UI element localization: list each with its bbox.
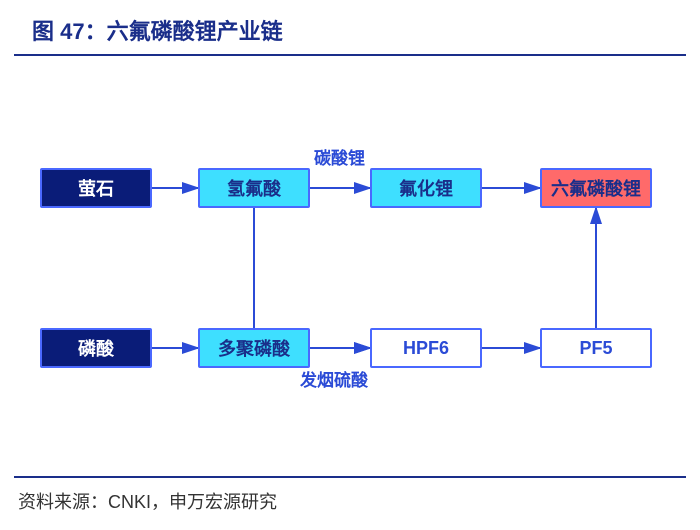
flowchart-canvas: 萤石 氢氟酸 氟化锂 六氟磷酸锂磷酸 多聚磷酸 HPF6 PF5 碳酸锂发烟硫酸 <box>0 56 700 476</box>
source-attribution: 资料来源：CNKI，申万宏源研究 <box>0 478 700 514</box>
edge-label-fyls: 发烟硫酸 <box>300 366 368 391</box>
node-lflsl: 六氟磷酸锂 <box>540 168 652 208</box>
node-yingshi: 萤石 <box>40 168 152 208</box>
edge-label-tansuanli: 碳酸锂 <box>314 144 365 169</box>
node-linsuan: 磷酸 <box>40 328 152 368</box>
edge-7 <box>254 208 370 348</box>
node-hpf6: HPF6 <box>370 328 482 368</box>
flowchart-arrows <box>0 56 700 476</box>
figure-title: 图 47：六氟磷酸锂产业链 <box>32 14 668 46</box>
node-pf5: PF5 <box>540 328 652 368</box>
node-fhLi: 氟化锂 <box>370 168 482 208</box>
node-qfSuan: 氢氟酸 <box>198 168 310 208</box>
figure-title-bar: 图 47：六氟磷酸锂产业链 <box>14 0 686 56</box>
node-djls: 多聚磷酸 <box>198 328 310 368</box>
